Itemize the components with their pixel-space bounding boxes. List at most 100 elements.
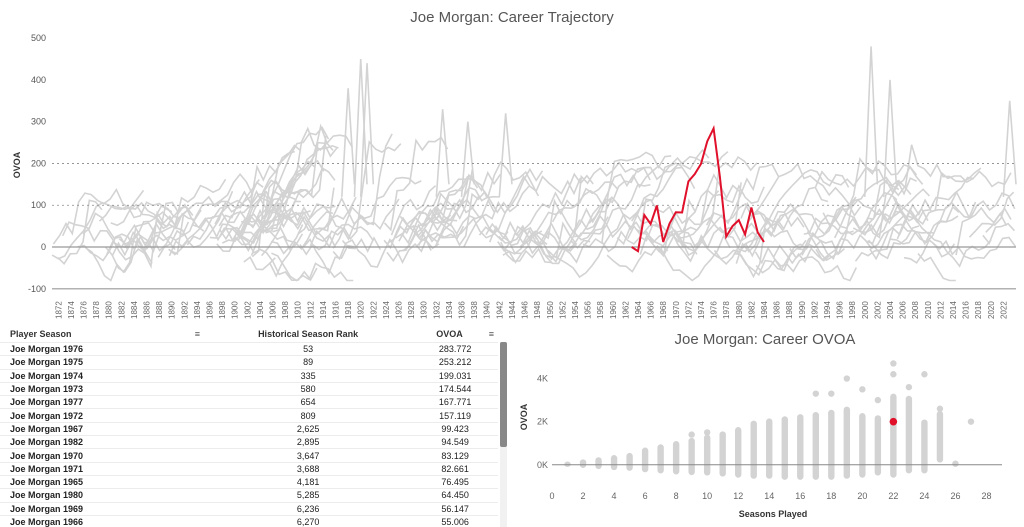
x-tick-label: 4 xyxy=(612,491,617,501)
cell-ovoa: 94.549 xyxy=(406,435,498,449)
season-group-points[interactable] xyxy=(657,444,664,474)
background-player-line xyxy=(225,160,316,242)
background-player-line xyxy=(186,144,302,246)
table-row[interactable]: Joe Morgan 1975 89 253.212 xyxy=(0,355,498,370)
season-group-points[interactable] xyxy=(781,416,788,480)
table-row[interactable]: Joe Morgan 1973 580 174.544 xyxy=(0,381,498,396)
background-player-line xyxy=(932,236,1016,260)
season-group-points[interactable] xyxy=(859,413,866,478)
season-group-points[interactable] xyxy=(688,437,695,476)
scatter-point[interactable] xyxy=(890,360,897,367)
scatter-point[interactable] xyxy=(812,390,819,397)
table-row[interactable]: Joe Morgan 1965 4,181 76.495 xyxy=(0,474,498,489)
background-player-line xyxy=(383,169,474,250)
cell-ovoa: 253.212 xyxy=(406,355,498,370)
cell-player-season: Joe Morgan 1972 xyxy=(0,408,204,423)
scatter-point[interactable] xyxy=(874,396,882,404)
scatter-point[interactable] xyxy=(703,429,711,436)
scatter-point[interactable] xyxy=(905,383,913,391)
x-tick-label: 1892 xyxy=(180,301,189,319)
x-tick-label: 1910 xyxy=(294,301,303,319)
cell-player-season: Joe Morgan 1967 xyxy=(0,421,204,436)
scatter-point[interactable] xyxy=(828,390,835,397)
season-group-points[interactable] xyxy=(812,411,819,480)
background-player-line xyxy=(498,225,538,244)
scatter-point[interactable] xyxy=(936,405,944,412)
season-group-points[interactable] xyxy=(564,461,571,467)
x-tick-label: 1900 xyxy=(231,301,240,319)
table-row[interactable]: Joe Morgan 1982 2,895 94.549 xyxy=(0,435,498,449)
background-player-line xyxy=(411,170,502,237)
scatter-point[interactable] xyxy=(859,386,866,393)
background-player-line xyxy=(216,197,287,253)
season-group-points[interactable] xyxy=(828,409,835,480)
background-player-line xyxy=(985,207,1012,233)
column-header-player-season[interactable]: Player Season ≡ xyxy=(10,329,200,339)
y-tick-label: 0 xyxy=(41,242,46,252)
season-group-points[interactable] xyxy=(750,420,757,479)
x-tick-label: 1936 xyxy=(458,301,467,319)
table-scrollbar[interactable] xyxy=(500,342,507,527)
background-player-line xyxy=(390,185,437,236)
joe-morgan-point[interactable] xyxy=(889,417,898,426)
scatter-point[interactable] xyxy=(843,375,851,382)
scatter-point[interactable] xyxy=(952,460,959,467)
table-row[interactable]: Joe Morgan 1974 335 199.031 xyxy=(0,368,498,383)
table-row[interactable]: Joe Morgan 1969 6,236 56.147 xyxy=(0,501,498,516)
x-tick-label: 1938 xyxy=(470,301,479,319)
scatter-point[interactable] xyxy=(890,371,897,378)
x-tick-label: 1962 xyxy=(621,301,630,319)
scrollbar-thumb[interactable] xyxy=(500,342,507,447)
x-tick-label: 1898 xyxy=(218,301,227,319)
season-group-points[interactable] xyxy=(641,447,649,473)
background-player-line xyxy=(309,223,375,249)
x-tick-label: 12 xyxy=(733,491,743,501)
season-group-points[interactable] xyxy=(703,434,711,476)
x-tick-label: 1940 xyxy=(483,301,492,319)
season-group-points[interactable] xyxy=(797,414,804,480)
season-group-points[interactable] xyxy=(843,406,851,479)
season-group-points[interactable] xyxy=(735,427,742,478)
column-header-rank[interactable]: Historical Season Rank xyxy=(258,329,359,339)
table-row[interactable]: Joe Morgan 1980 5,285 64.450 xyxy=(0,488,498,503)
column-header-ovoa[interactable]: OVOA ≡ xyxy=(436,329,494,339)
x-tick-label: 1880 xyxy=(105,301,114,319)
background-player-line xyxy=(247,141,338,224)
season-group-points[interactable] xyxy=(766,418,773,479)
table-row[interactable]: Joe Morgan 1977 654 167.771 xyxy=(0,395,498,409)
scatter-point[interactable] xyxy=(967,418,975,425)
x-tick-label: 1950 xyxy=(546,301,555,319)
background-player-line xyxy=(626,182,742,245)
cell-player-season: Joe Morgan 1965 xyxy=(0,474,204,489)
season-group-points[interactable] xyxy=(595,457,602,470)
season-group-points[interactable] xyxy=(921,419,928,474)
season-group-points[interactable] xyxy=(905,395,913,474)
season-group-points[interactable] xyxy=(626,452,633,471)
background-player-line xyxy=(240,208,311,227)
table-row[interactable]: Joe Morgan 1976 53 283.772 xyxy=(0,341,498,356)
table-row[interactable]: Joe Morgan 1971 3,688 82.661 xyxy=(0,461,498,476)
scatter-point[interactable] xyxy=(688,431,695,438)
scatter-point[interactable] xyxy=(921,371,928,378)
joe-morgan-trajectory-line[interactable] xyxy=(631,124,765,253)
season-group-points[interactable] xyxy=(890,393,897,478)
sort-icon[interactable]: ≡ xyxy=(488,329,494,339)
sort-icon[interactable]: ≡ xyxy=(194,329,200,339)
table-row[interactable]: Joe Morgan 1967 2,625 99.423 xyxy=(0,421,498,436)
season-group-points[interactable] xyxy=(719,431,726,477)
background-player-line xyxy=(863,46,879,197)
season-group-points[interactable] xyxy=(936,410,944,463)
season-group-points[interactable] xyxy=(610,455,618,471)
background-player-line xyxy=(535,198,613,235)
season-group-points[interactable] xyxy=(874,415,882,476)
background-player-line xyxy=(353,58,368,197)
y-tick-label: 100 xyxy=(31,200,46,210)
season-group-points[interactable] xyxy=(579,459,587,468)
background-player-line xyxy=(497,181,619,252)
x-tick-label: 1882 xyxy=(117,301,126,319)
table-row[interactable]: Joe Morgan 1970 3,647 83.129 xyxy=(0,448,498,463)
season-group-points[interactable] xyxy=(672,441,680,475)
table-row[interactable]: Joe Morgan 1966 6,270 55.006 xyxy=(0,514,498,527)
table-row[interactable]: Joe Morgan 1972 809 157.119 xyxy=(0,408,498,423)
background-player-line xyxy=(601,224,704,263)
